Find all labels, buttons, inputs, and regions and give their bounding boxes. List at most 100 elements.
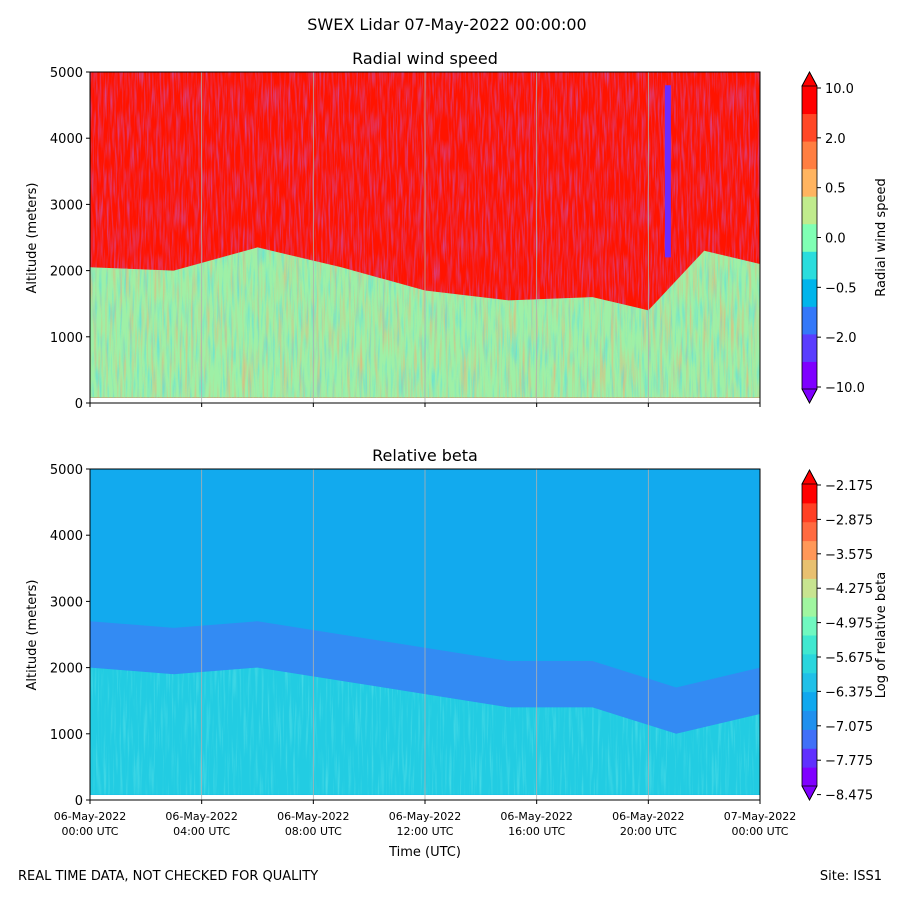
colorbar-segment <box>802 196 817 225</box>
y-tick-label: 0 <box>75 794 83 809</box>
y-tick-label: 5000 <box>50 463 83 478</box>
colorbar-segment <box>802 502 817 523</box>
colorbar-segment <box>802 729 817 749</box>
beta-gridlines <box>201 469 649 800</box>
colorbar-segment <box>802 559 817 579</box>
x-tick-time: 12:00 UTC <box>396 825 453 838</box>
colorbar-segment <box>802 578 817 598</box>
x-tick-date: 06-May-2022 <box>389 810 461 823</box>
beta-heatmap <box>90 469 760 800</box>
colorbar-segment <box>802 361 817 390</box>
colorbar-tick-label: −2.175 <box>825 479 873 494</box>
colorbar-tick-label: 0.0 <box>825 232 846 247</box>
colorbar-tick-label: −4.275 <box>825 582 873 597</box>
y-tick-label: 2000 <box>50 265 83 280</box>
y-tick-label: 5000 <box>50 66 83 81</box>
colorbar-tick-label: −5.675 <box>825 651 873 666</box>
y-tick-label: 0 <box>75 397 83 412</box>
wind-x-axis <box>89 403 761 407</box>
beta-panel: Relative beta 0 1000 2000 3000 4000 5000 06-M… <box>25 446 889 860</box>
colorbar-extend-max <box>801 71 818 87</box>
x-tick-time: 00:00 UTC <box>731 825 788 838</box>
colorbar-tick-label: −8.475 <box>825 789 873 804</box>
wind-y-axis: 0 1000 2000 3000 4000 5000 <box>50 66 90 412</box>
x-tick-time: 00:00 UTC <box>61 825 118 838</box>
wind-colorbar: 10.0 2.0 0.5 0.0 −0.5 −2.0 −10.0 Radial wind sp… <box>801 71 889 404</box>
beta-y-label: Altitude (meters) <box>25 580 40 691</box>
colorbar-extend-min <box>801 388 818 404</box>
colorbar-segment <box>802 616 817 636</box>
beta-x-label: Time (UTC) <box>388 845 461 860</box>
colorbar-extend-min <box>801 785 818 801</box>
wind-panel-title: Radial wind speed <box>352 49 498 68</box>
y-tick-label: 4000 <box>50 529 83 544</box>
x-tick-date: 06-May-2022 <box>165 810 237 823</box>
colorbar-segment <box>802 306 817 335</box>
x-tick-date: 07-May-2022 <box>724 810 796 823</box>
colorbar-label: Radial wind speed <box>874 178 889 296</box>
beta-panel-title: Relative beta <box>372 446 478 465</box>
colorbar-tick-label: 2.0 <box>825 132 846 147</box>
colorbar-extend-max <box>801 469 818 485</box>
beta-colorbar: −2.175 −2.875 −3.575 −4.275 −4.975 −5.675 −6.3… <box>801 469 889 804</box>
beta-y-axis: 0 1000 2000 3000 4000 5000 <box>50 463 90 809</box>
colorbar-tick-label: −7.075 <box>825 720 873 735</box>
site-label: Site: ISS1 <box>819 869 882 884</box>
colorbar-segment <box>802 653 817 674</box>
colorbar-tick-label: −4.975 <box>825 617 873 632</box>
y-tick-label: 4000 <box>50 132 83 147</box>
colorbar-tick-label: −10.0 <box>825 381 865 396</box>
colorbar-segment <box>802 597 817 617</box>
colorbar-tick-label: 0.5 <box>825 182 846 197</box>
colorbar-segment <box>802 767 817 787</box>
colorbar-segment <box>802 748 817 768</box>
colorbar-segment <box>802 540 817 560</box>
colorbar-tick-label: −2.875 <box>825 513 873 528</box>
x-tick-date: 06-May-2022 <box>54 810 126 823</box>
colorbar-tick-label: −7.775 <box>825 754 873 769</box>
colorbar-segment <box>802 635 817 655</box>
colorbar-segment <box>802 113 817 142</box>
colorbar-segment <box>802 251 817 280</box>
x-tick-time: 20:00 UTC <box>620 825 677 838</box>
y-tick-label: 3000 <box>50 595 83 610</box>
quality-disclaimer: REAL TIME DATA, NOT CHECKED FOR QUALITY <box>18 869 319 884</box>
colorbar-tick-label: −2.0 <box>825 331 857 346</box>
colorbar-segment <box>802 86 817 115</box>
figure-title: SWEX Lidar 07-May-2022 00:00:00 <box>307 15 587 34</box>
wind-panel: Radial wind speed 010002000300040005000 … <box>25 49 889 412</box>
wind-gridlines <box>201 72 649 403</box>
colorbar-segment <box>802 333 817 362</box>
beta-x-axis: 06-May-2022 00:00 UTC 06-May-2022 04:00 UTC… <box>54 800 796 838</box>
colorbar-outline <box>801 71 818 404</box>
colorbar-segment <box>802 278 817 307</box>
wind-heatmap <box>90 72 760 403</box>
colorbar-segment <box>802 223 817 252</box>
x-tick-date: 06-May-2022 <box>500 810 572 823</box>
colorbar-tick-label: −0.5 <box>825 281 857 296</box>
x-tick-date: 06-May-2022 <box>612 810 684 823</box>
x-tick-time: 04:00 UTC <box>173 825 230 838</box>
colorbar-segment <box>802 691 817 711</box>
colorbar-label: Log of relative beta <box>874 572 889 699</box>
x-tick-time: 16:00 UTC <box>508 825 565 838</box>
colorbar-tick-label: −6.375 <box>825 685 873 700</box>
colorbar-tick-label: −3.575 <box>825 548 873 563</box>
x-tick-date: 06-May-2022 <box>277 810 349 823</box>
x-tick-time: 08:00 UTC <box>285 825 342 838</box>
colorbar-tick-label: 10.0 <box>825 82 854 97</box>
wind-y-label: Altitude (meters) <box>25 183 40 294</box>
colorbar-segment <box>802 168 817 197</box>
colorbar-segment <box>802 710 817 730</box>
y-tick-label: 1000 <box>50 728 83 743</box>
colorbar-segment <box>802 672 817 693</box>
wind-purple-streak <box>664 85 671 258</box>
colorbar-segment <box>802 484 817 504</box>
y-tick-label: 3000 <box>50 198 83 213</box>
y-tick-label: 2000 <box>50 662 83 677</box>
y-tick-label: 1000 <box>50 331 83 346</box>
colorbar-segment <box>802 521 817 542</box>
colorbar-outline <box>801 469 818 801</box>
colorbar-segment <box>802 141 817 170</box>
